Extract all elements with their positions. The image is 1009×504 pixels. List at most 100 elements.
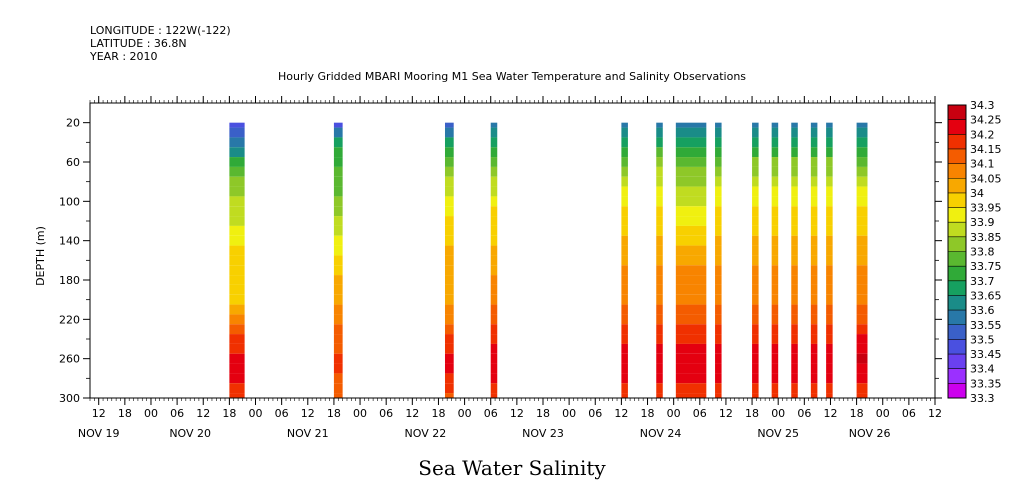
heatmap-cell xyxy=(333,127,343,138)
heatmap-cell xyxy=(791,265,798,276)
heatmap-cell xyxy=(715,343,722,354)
heatmap-cell xyxy=(444,363,454,374)
heatmap-cells xyxy=(229,122,868,398)
heatmap-cell xyxy=(675,284,707,295)
heatmap-cell xyxy=(791,284,798,295)
heatmap-cell xyxy=(810,235,818,246)
heatmap-cell xyxy=(715,383,722,394)
heatmap-cell xyxy=(333,225,343,236)
heatmap-cell xyxy=(752,275,759,285)
heatmap-cell xyxy=(444,157,454,167)
heatmap-cell xyxy=(715,127,722,138)
heatmap-cell xyxy=(791,353,798,364)
heatmap-cell xyxy=(791,225,798,236)
heatmap-cell xyxy=(490,353,498,364)
heatmap-cell xyxy=(444,235,454,246)
x-tick-label: 00 xyxy=(667,407,681,420)
heatmap-cell xyxy=(752,334,759,344)
heatmap-cell xyxy=(856,265,868,276)
heatmap-cell xyxy=(826,373,833,384)
y-tick-label: 300 xyxy=(59,392,80,405)
heatmap-cell xyxy=(810,343,818,354)
heatmap-cell xyxy=(229,393,245,398)
heatmap-cell xyxy=(333,166,343,177)
heatmap-cell xyxy=(810,353,818,364)
y-tick-label: 140 xyxy=(59,235,80,248)
colorbar-label: 33.35 xyxy=(970,377,1002,390)
x-tick-label: 00 xyxy=(353,407,367,420)
heatmap-cell xyxy=(333,294,343,305)
heatmap-cell xyxy=(752,127,759,138)
colorbar-swatch xyxy=(948,105,966,120)
heatmap-cell xyxy=(715,304,722,315)
x-tick-label: 00 xyxy=(876,407,890,420)
heatmap-cell xyxy=(771,294,779,305)
colorbar-swatch xyxy=(948,339,966,355)
heatmap-cell xyxy=(656,343,663,354)
heatmap-cell xyxy=(771,245,779,256)
heatmap-cell xyxy=(810,137,818,148)
colorbar-swatch xyxy=(948,383,966,398)
heatmap-cell xyxy=(333,314,343,325)
heatmap-cell xyxy=(791,196,798,207)
heatmap-cell xyxy=(856,304,868,315)
heatmap-cell xyxy=(752,294,759,305)
heatmap-cell xyxy=(791,157,798,167)
heatmap-cell xyxy=(771,304,779,315)
heatmap-cell xyxy=(752,245,759,256)
heatmap-cell xyxy=(621,314,628,325)
heatmap-cell xyxy=(333,137,343,148)
heatmap-cell xyxy=(229,147,245,158)
colorbar-label: 33.95 xyxy=(970,202,1002,215)
heatmap-cell xyxy=(715,166,722,177)
heatmap-cell xyxy=(490,294,498,305)
x-axis-label: Sea Water Salinity xyxy=(418,456,606,480)
heatmap-cell xyxy=(791,304,798,315)
heatmap-cell xyxy=(444,137,454,148)
heatmap-cell xyxy=(656,216,663,226)
heatmap-cell xyxy=(715,176,722,187)
heatmap-cell xyxy=(656,127,663,138)
heatmap-cell xyxy=(656,373,663,384)
heatmap-cell xyxy=(826,363,833,374)
heatmap-cell xyxy=(656,147,663,158)
heatmap-cell xyxy=(810,225,818,236)
heatmap-cell xyxy=(771,383,779,394)
heatmap-cell xyxy=(856,235,868,246)
heatmap-cell xyxy=(621,255,628,266)
heatmap-cell xyxy=(810,166,818,177)
heatmap-cell xyxy=(333,265,343,276)
heatmap-cell xyxy=(810,334,818,344)
heatmap-cell xyxy=(675,275,707,285)
x-tick-label: 00 xyxy=(458,407,472,420)
heatmap-cell xyxy=(715,157,722,167)
colorbar-swatch xyxy=(948,266,966,281)
heatmap-cell xyxy=(675,324,707,335)
colorbar-swatch xyxy=(948,295,966,311)
heatmap-cell xyxy=(826,186,833,197)
heatmap-cell xyxy=(656,225,663,236)
heatmap-cell xyxy=(621,186,628,197)
heatmap-cell xyxy=(791,127,798,138)
x-tick-label: 12 xyxy=(92,407,106,420)
heatmap-cell xyxy=(752,157,759,167)
heatmap-cell xyxy=(490,245,498,256)
heatmap-cell xyxy=(490,284,498,295)
heatmap-cell xyxy=(444,176,454,187)
heatmap-cell xyxy=(675,216,707,226)
heatmap-cell xyxy=(715,373,722,384)
colorbar-label: 34.2 xyxy=(970,128,995,141)
heatmap-cell xyxy=(229,235,245,246)
heatmap-cell xyxy=(810,127,818,138)
heatmap-cell xyxy=(771,216,779,226)
heatmap-cell xyxy=(791,216,798,226)
colorbar-swatch xyxy=(948,148,966,164)
colorbar-swatch xyxy=(948,207,966,223)
colorbar-swatch xyxy=(948,192,966,208)
heatmap-cell xyxy=(752,265,759,276)
heatmap-cell xyxy=(752,225,759,236)
heatmap-cell xyxy=(656,206,663,217)
x-date-label: NOV 26 xyxy=(849,427,891,440)
heatmap-cell xyxy=(826,284,833,295)
heatmap-cell xyxy=(715,245,722,256)
